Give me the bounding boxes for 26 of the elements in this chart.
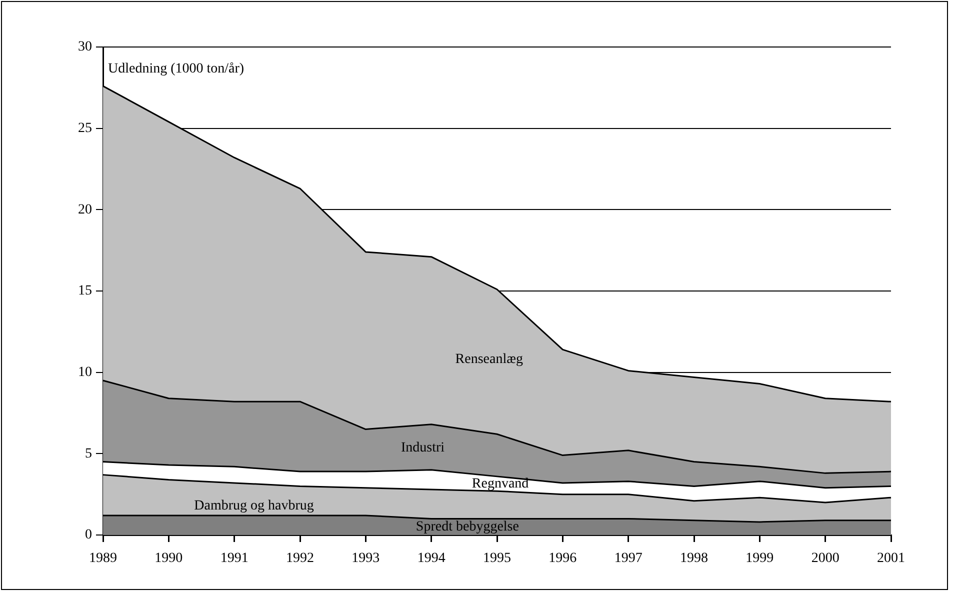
y-tick-label: 0 — [85, 528, 92, 543]
x-tick-label: 1993 — [352, 551, 380, 566]
series-label: Spredt bebyggelse — [416, 520, 519, 535]
series-label: Regnvand — [472, 476, 529, 492]
x-tick-label: 1997 — [614, 551, 642, 566]
x-tick-label: 1996 — [548, 551, 577, 566]
x-tick-label: 1995 — [483, 551, 511, 566]
x-tick-label: 1992 — [286, 551, 314, 566]
y-tick-label: 10 — [78, 365, 92, 380]
series-label: Industri — [401, 440, 445, 456]
x-tick-label: 2001 — [877, 551, 905, 566]
x-tick-label: 1994 — [417, 551, 446, 566]
y-tick-label: 20 — [78, 202, 92, 218]
series-label: Dambrug og havbrug — [194, 498, 314, 514]
x-tick-label: 1999 — [746, 551, 774, 566]
x-tick-label: 2000 — [811, 551, 840, 566]
x-tick-label: 1991 — [220, 551, 248, 566]
y-tick-label: 15 — [78, 284, 92, 299]
x-tick-label: 1990 — [154, 551, 183, 566]
y-axis-title: Udledning (1000 ton/år) — [108, 62, 244, 77]
y-tick-label: 30 — [78, 40, 92, 55]
y-tick-label: 5 — [85, 446, 92, 462]
y-tick-label: 25 — [78, 121, 92, 136]
series-label: Renseanlæg — [455, 352, 523, 367]
x-tick-label: 1989 — [89, 551, 117, 566]
x-tick-label: 1998 — [680, 551, 708, 566]
